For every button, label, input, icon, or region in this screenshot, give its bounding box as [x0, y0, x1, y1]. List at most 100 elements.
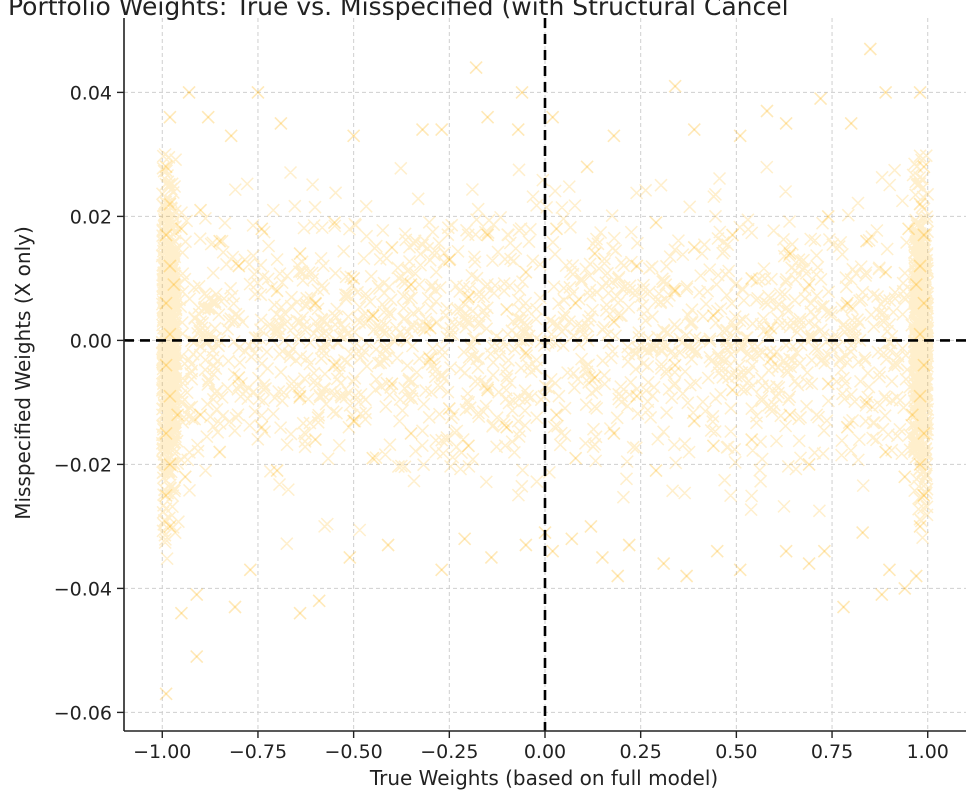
point-stroke: [630, 259, 644, 273]
data-point: [327, 216, 342, 230]
data-point: [232, 259, 246, 273]
point-stroke: [484, 550, 498, 564]
point-stroke: [515, 85, 529, 99]
point-stroke: [546, 544, 560, 558]
data-point: [706, 309, 720, 323]
data-point: [733, 563, 747, 577]
point-stroke: [917, 296, 931, 310]
data-point: [343, 550, 357, 564]
data-point: [327, 358, 342, 372]
data-point: [251, 85, 265, 99]
point-stroke: [584, 519, 598, 533]
point-stroke: [519, 538, 533, 552]
point-stroke: [913, 259, 927, 273]
point-stroke: [481, 228, 495, 242]
data-point: [178, 470, 192, 484]
point-stroke: [588, 371, 602, 385]
point-stroke: [913, 519, 927, 533]
point-stroke: [856, 526, 870, 540]
point-stroke: [423, 321, 437, 335]
point-stroke: [435, 123, 449, 137]
point-stroke: [913, 259, 927, 273]
data-point: [163, 197, 177, 211]
point-stroke: [725, 383, 740, 397]
data-point: [882, 563, 897, 577]
data-point: [435, 563, 449, 577]
data-point: [163, 327, 177, 341]
data-point: [232, 371, 246, 385]
data-point: [549, 222, 564, 236]
point-stroke: [500, 302, 514, 316]
point-stroke: [481, 110, 495, 124]
data-point: [224, 129, 238, 143]
data-point: [171, 408, 185, 422]
data-point: [595, 550, 609, 564]
point-stroke: [243, 563, 257, 577]
point-stroke: [680, 569, 694, 583]
points-layer: [155, 42, 935, 701]
point-stroke: [863, 42, 877, 56]
point-stroke: [232, 259, 246, 273]
point-stroke: [622, 538, 636, 552]
point-stroke: [588, 247, 602, 261]
point-stroke: [680, 569, 694, 583]
data-point: [163, 110, 177, 124]
point-stroke: [366, 309, 380, 323]
point-stroke: [293, 247, 307, 261]
point-stroke: [913, 457, 927, 471]
point-stroke: [859, 395, 874, 409]
data-point: [347, 414, 361, 428]
point-stroke: [913, 389, 927, 403]
data-point: [687, 123, 701, 137]
point-stroke: [159, 228, 173, 242]
point-stroke: [917, 160, 931, 174]
data-point: [500, 420, 514, 434]
point-stroke: [519, 265, 533, 279]
point-stroke: [182, 85, 196, 99]
point-stroke: [404, 278, 418, 292]
x-tick-label: −0.50: [325, 741, 383, 763]
point-stroke: [584, 519, 598, 533]
point-stroke: [270, 284, 284, 298]
point-stroke: [347, 414, 361, 428]
data-point: [649, 216, 663, 230]
data-point: [308, 296, 322, 310]
data-point: [622, 538, 636, 552]
point-stroke: [159, 488, 173, 502]
data-point: [840, 420, 854, 434]
point-stroke: [193, 408, 208, 422]
data-point: [802, 278, 816, 292]
point-stroke: [178, 470, 192, 484]
point-stroke: [913, 85, 927, 99]
point-stroke: [840, 296, 854, 310]
data-point: [584, 519, 598, 533]
data-point: [764, 321, 778, 335]
point-stroke: [607, 426, 621, 440]
point-stroke: [687, 414, 701, 428]
y-tick-label: −0.04: [54, 578, 112, 600]
point-stroke: [917, 488, 931, 502]
point-stroke: [343, 550, 357, 564]
point-stroke: [917, 228, 931, 242]
point-stroke: [917, 160, 931, 174]
point-stroke: [859, 395, 874, 409]
point-stroke: [159, 488, 173, 502]
point-stroke: [879, 445, 893, 459]
point-stroke: [163, 389, 177, 403]
data-point: [905, 408, 919, 422]
data-point: [580, 160, 594, 174]
data-point: [745, 271, 759, 285]
point-stroke: [917, 358, 931, 372]
data-point: [607, 129, 621, 143]
data-point: [163, 259, 177, 273]
point-stroke: [668, 358, 682, 372]
point-stroke: [836, 600, 851, 614]
point-stroke: [863, 42, 877, 56]
point-stroke: [909, 569, 923, 583]
data-point: [588, 247, 602, 261]
data-point: [347, 129, 361, 143]
data-point: [668, 79, 682, 93]
data-point: [569, 451, 583, 465]
data-point: [458, 532, 472, 546]
point-stroke: [657, 557, 671, 571]
